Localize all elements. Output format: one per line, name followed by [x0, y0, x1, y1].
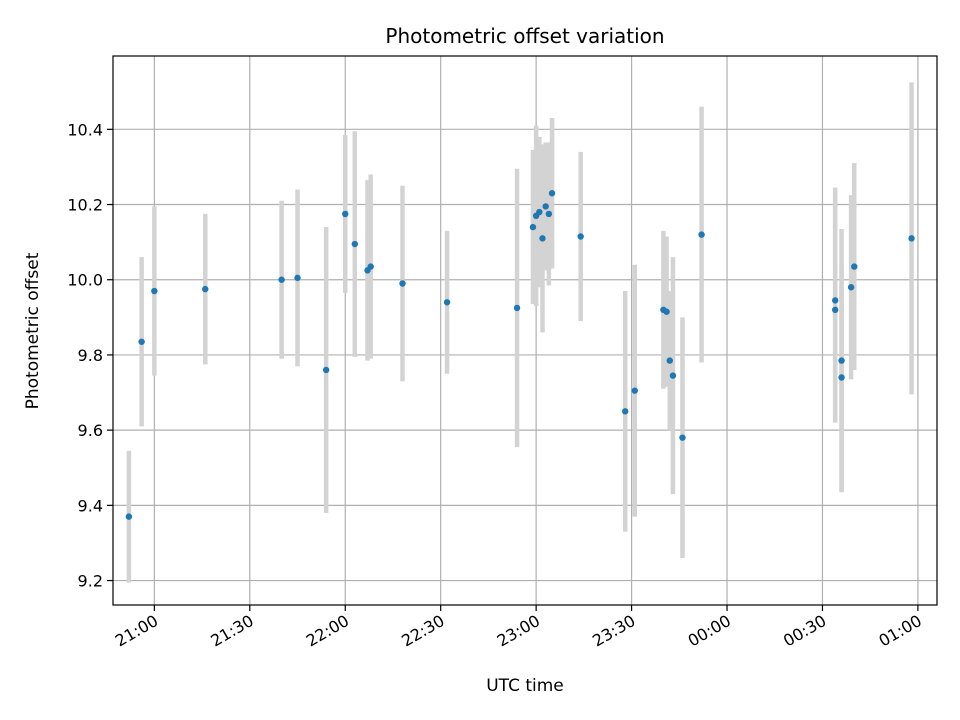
- data-markers: [125, 190, 915, 520]
- y-tick-label: 10.0: [67, 271, 103, 290]
- data-point: [631, 387, 638, 394]
- data-point: [622, 408, 629, 415]
- data-point: [908, 235, 915, 242]
- x-axis-label: UTC time: [486, 676, 564, 696]
- data-point: [278, 276, 285, 283]
- data-point: [536, 208, 543, 216]
- data-point: [529, 223, 537, 231]
- data-point: [202, 285, 209, 293]
- data-point: [513, 304, 521, 312]
- plot-area-frame: [112, 55, 938, 606]
- data-point: [838, 374, 845, 381]
- data-point: [851, 263, 858, 270]
- y-tick-label: 9.6: [78, 421, 103, 440]
- data-point: [831, 306, 839, 314]
- y-tick-label: 9.2: [78, 572, 103, 591]
- data-point: [669, 372, 677, 379]
- y-tick-label: 9.8: [78, 346, 103, 365]
- data-point: [322, 366, 330, 374]
- y-tick-label: 9.4: [78, 496, 103, 515]
- data-point: [847, 284, 855, 291]
- data-point: [399, 280, 406, 287]
- data-point: [151, 287, 158, 295]
- data-point: [838, 357, 845, 364]
- data-point: [294, 274, 301, 282]
- y-tick-label: 10.4: [67, 120, 103, 139]
- data-point: [548, 190, 556, 197]
- data-point: [698, 231, 705, 238]
- grid: [113, 56, 937, 605]
- data-point: [545, 210, 553, 218]
- y-axis-label: Photometric offset: [23, 252, 43, 409]
- data-point: [539, 235, 546, 242]
- data-point: [679, 434, 686, 441]
- y-axis-ticks: 9.2 9.4 9.6 9.8 10.0 10.2 10.4: [67, 120, 113, 591]
- data-point: [831, 297, 839, 304]
- data-point: [663, 308, 670, 315]
- data-point: [125, 513, 133, 520]
- data-point: [138, 338, 145, 345]
- data-point: [367, 263, 374, 270]
- chart-title: Photometric offset variation: [385, 24, 664, 48]
- data-point: [542, 203, 549, 210]
- data-point: [577, 233, 584, 240]
- data-point: [351, 240, 358, 248]
- data-point: [342, 210, 349, 218]
- data-point: [443, 299, 451, 306]
- y-tick-label: 10.2: [67, 196, 103, 215]
- data-point: [666, 357, 673, 364]
